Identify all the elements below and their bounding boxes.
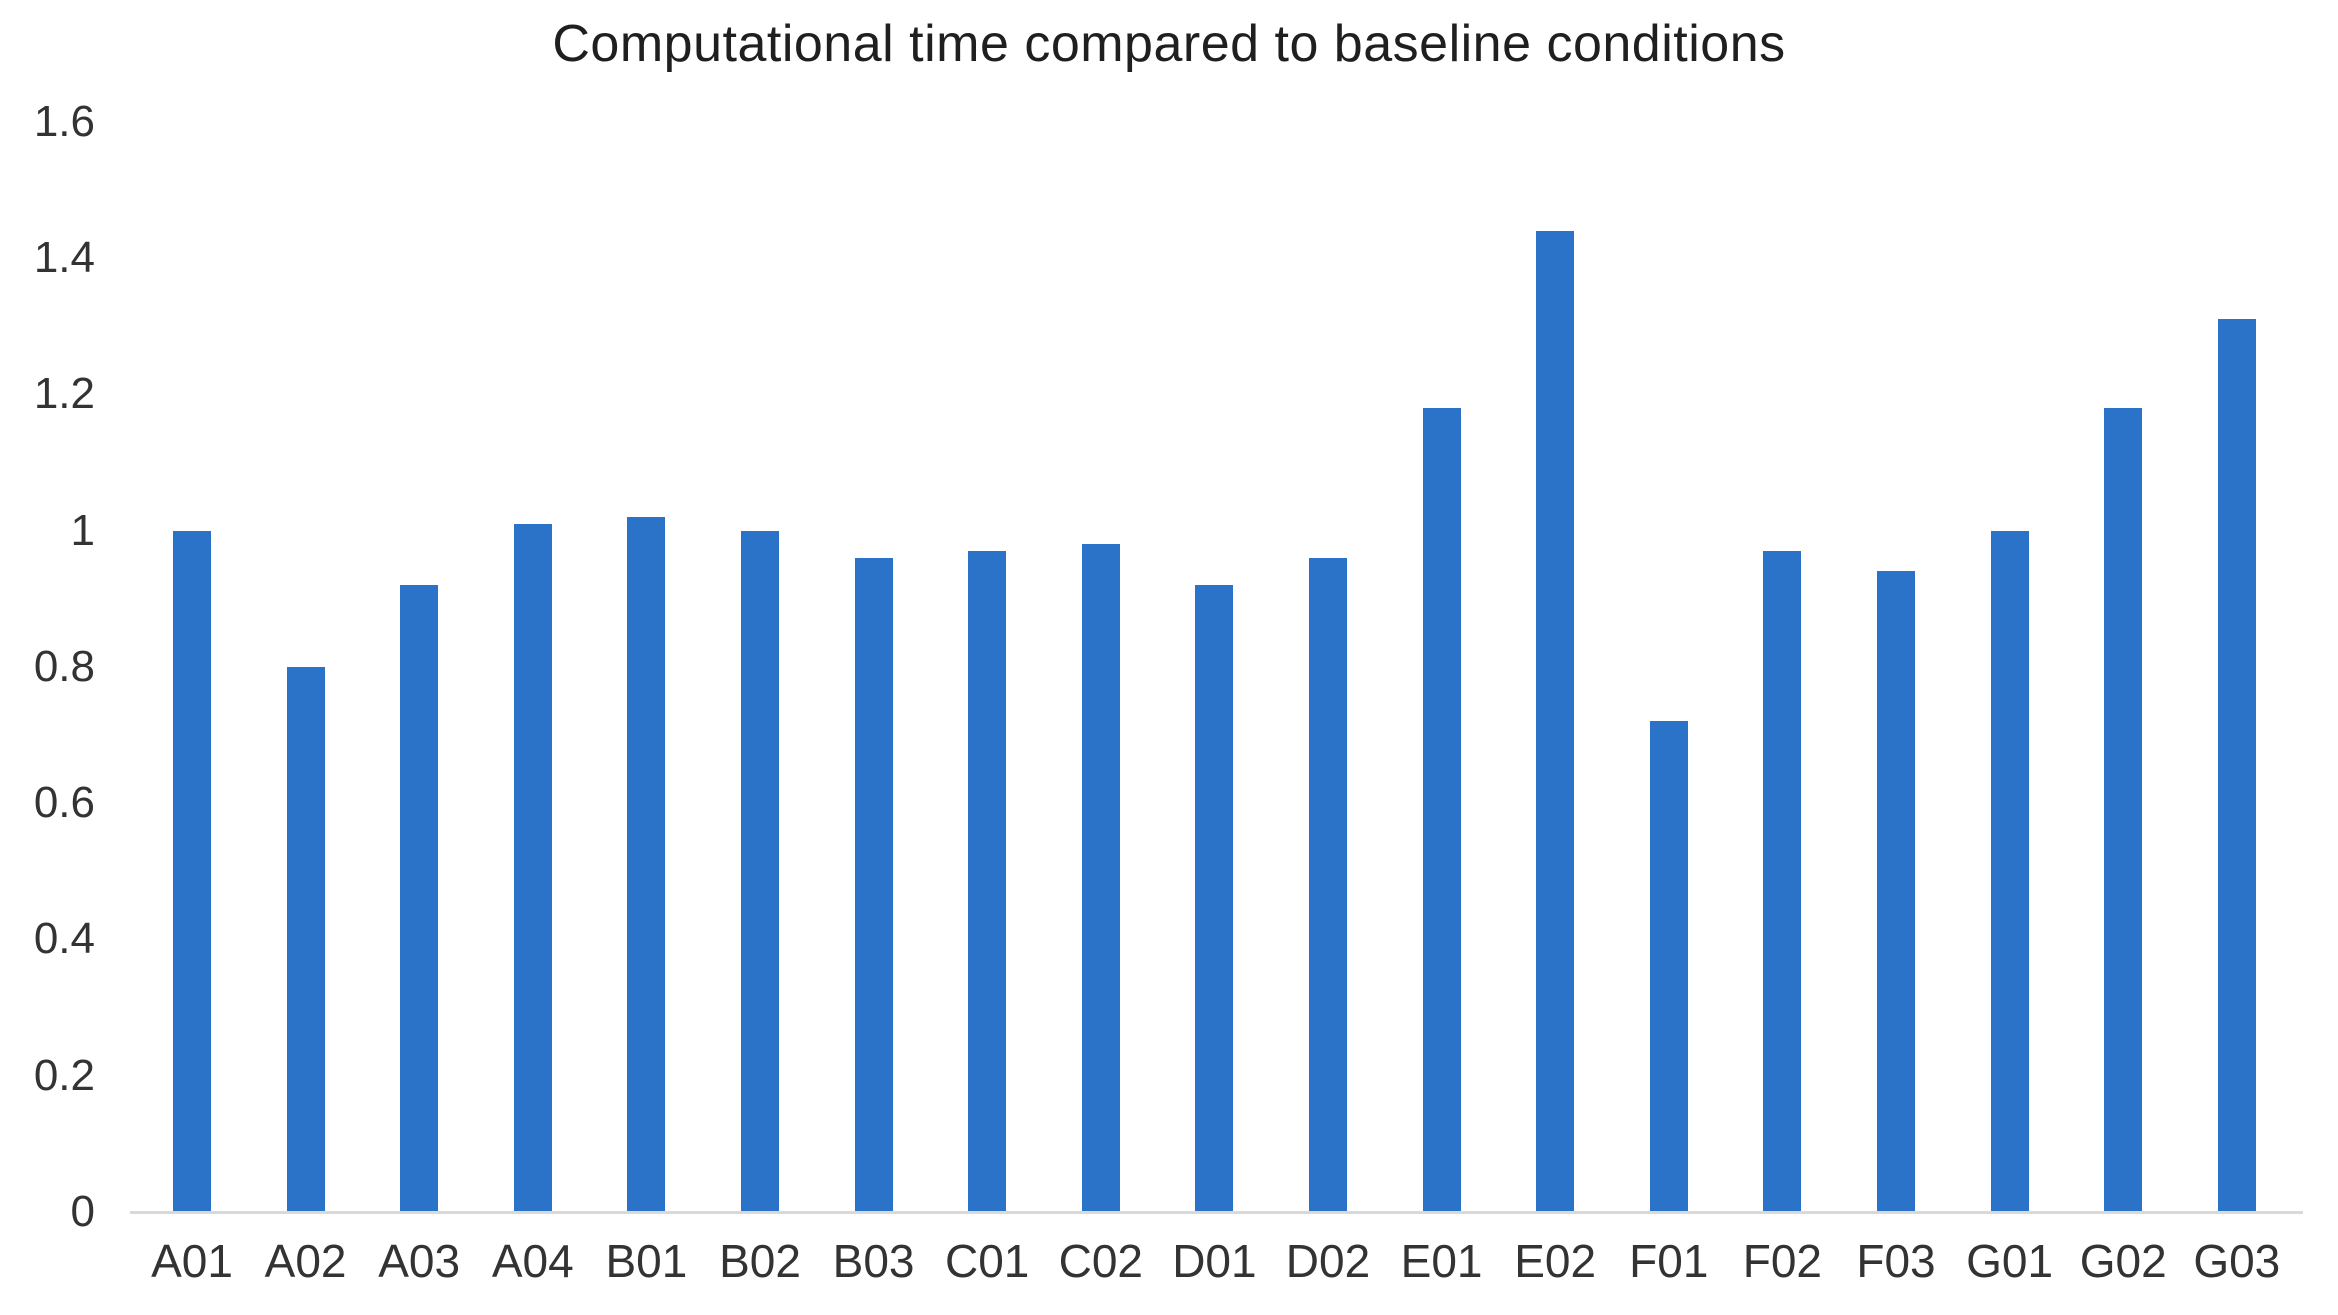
y-tick-label-0: 0	[70, 1187, 95, 1236]
y-tick-label-1.6: 1.6	[33, 96, 95, 146]
y-tick-label-0.4: 0.4	[33, 914, 95, 964]
bar-F01	[1649, 721, 1688, 1212]
chart-title: Computational time compared to baseline …	[552, 15, 1786, 73]
bar-D01	[1195, 585, 1234, 1212]
x-tick-label-G02: G02	[2079, 1235, 2167, 1287]
bar-B03	[854, 557, 893, 1212]
bar-C01	[968, 550, 1007, 1212]
bar-D02	[1309, 557, 1347, 1212]
x-tick-label-A04: A04	[491, 1235, 574, 1287]
bar-F03	[1877, 571, 1915, 1212]
x-tick-label-E02: E02	[1514, 1235, 1597, 1287]
bar-A02	[286, 666, 325, 1212]
y-tick-label-1.4: 1.4	[33, 232, 95, 282]
x-tick-label-A01: A01	[151, 1235, 233, 1287]
x-tick-label-E01: E01	[1400, 1235, 1483, 1287]
x-axis-line	[130, 1211, 2303, 1214]
x-tick-label-C01: C01	[944, 1235, 1030, 1287]
bar-C02	[1081, 544, 1120, 1212]
x-tick-label-D01: D01	[1172, 1235, 1257, 1287]
bar-A04	[513, 523, 552, 1212]
bar-A01	[173, 530, 211, 1212]
bar-B01	[627, 516, 666, 1212]
bar-G01	[1990, 530, 2029, 1212]
x-tick-label-B03: B03	[832, 1235, 915, 1287]
y-tick-label-0.2: 0.2	[33, 1050, 95, 1100]
bar-G02	[2104, 407, 2143, 1212]
y-tick-label-0.8: 0.8	[33, 641, 95, 691]
x-tick-label-C02: C02	[1058, 1235, 1143, 1287]
x-tick-label-F03: F03	[1856, 1235, 1936, 1287]
bar-E02	[1536, 230, 1575, 1212]
x-tick-label-D02: D02	[1285, 1235, 1371, 1287]
x-tick-label-F01: F01	[1629, 1235, 1709, 1287]
x-tick-label-B01: B01	[605, 1235, 688, 1287]
bar-E01	[1422, 407, 1461, 1212]
x-tick-label-A03: A03	[378, 1235, 461, 1287]
bar-A03	[400, 585, 439, 1212]
bar-F02	[1763, 550, 1802, 1212]
y-tick-label-1.2: 1.2	[33, 369, 95, 419]
x-tick-label-B02: B02	[719, 1235, 801, 1287]
bar-B02	[741, 530, 779, 1212]
x-tick-label-G03: G03	[2193, 1235, 2281, 1287]
y-tick-label-1: 1	[70, 505, 95, 555]
x-tick-label-G01: G01	[1966, 1235, 2054, 1287]
bar-G03	[2217, 319, 2256, 1212]
x-tick-label-F02: F02	[1742, 1235, 1823, 1287]
y-tick-label-0.6: 0.6	[33, 778, 95, 828]
x-tick-label-A02: A02	[264, 1235, 347, 1287]
